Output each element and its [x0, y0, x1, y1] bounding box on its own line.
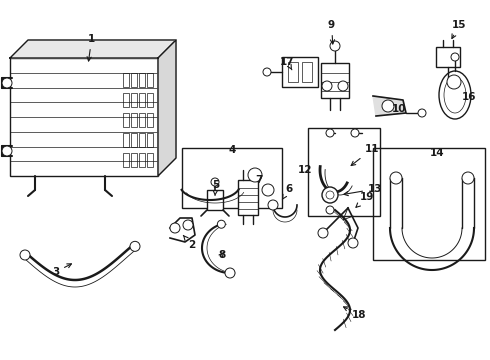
- Circle shape: [418, 109, 426, 117]
- Circle shape: [2, 146, 12, 156]
- Bar: [282, 57, 318, 87]
- Circle shape: [130, 241, 140, 251]
- Bar: [123, 93, 129, 107]
- Circle shape: [268, 200, 278, 210]
- Bar: [139, 133, 145, 147]
- Circle shape: [351, 129, 359, 137]
- Circle shape: [390, 172, 402, 184]
- Ellipse shape: [439, 71, 471, 119]
- Polygon shape: [373, 96, 406, 116]
- Circle shape: [348, 238, 358, 248]
- Bar: [139, 73, 145, 87]
- Polygon shape: [10, 40, 176, 58]
- Circle shape: [211, 178, 219, 186]
- Text: 8: 8: [218, 250, 225, 260]
- Circle shape: [322, 81, 332, 91]
- Text: 15: 15: [452, 20, 466, 39]
- Text: 19: 19: [356, 192, 374, 207]
- Circle shape: [322, 187, 338, 203]
- Bar: [131, 73, 137, 87]
- Circle shape: [451, 53, 459, 61]
- Bar: [10, 58, 158, 176]
- Bar: [182, 148, 282, 208]
- Polygon shape: [158, 40, 176, 176]
- Bar: [436, 47, 460, 67]
- Text: 13: 13: [344, 184, 383, 196]
- Text: 10: 10: [392, 104, 407, 114]
- Bar: [308, 128, 380, 216]
- Circle shape: [447, 75, 461, 89]
- Ellipse shape: [444, 77, 466, 113]
- Text: 1: 1: [87, 34, 95, 61]
- Circle shape: [263, 68, 271, 76]
- Bar: [123, 73, 129, 87]
- Bar: [147, 133, 153, 147]
- Bar: [373, 148, 485, 260]
- Text: 4: 4: [228, 145, 235, 155]
- Text: 5: 5: [212, 180, 219, 195]
- Bar: [131, 133, 137, 147]
- Bar: [123, 133, 129, 147]
- Bar: [147, 153, 153, 167]
- Bar: [131, 113, 137, 127]
- Circle shape: [225, 268, 235, 278]
- Circle shape: [326, 129, 334, 137]
- Bar: [131, 153, 137, 167]
- Text: 3: 3: [52, 264, 72, 277]
- Circle shape: [183, 220, 193, 230]
- Bar: [147, 73, 153, 87]
- Circle shape: [326, 191, 334, 199]
- Bar: [147, 113, 153, 127]
- Circle shape: [382, 100, 394, 112]
- Bar: [123, 153, 129, 167]
- Bar: [302, 62, 312, 82]
- Circle shape: [248, 168, 262, 182]
- Circle shape: [318, 228, 328, 238]
- Text: 9: 9: [328, 20, 335, 44]
- Circle shape: [330, 41, 340, 51]
- Bar: [131, 93, 137, 107]
- Circle shape: [170, 223, 180, 233]
- Circle shape: [338, 81, 348, 91]
- Bar: [147, 93, 153, 107]
- Text: 18: 18: [343, 307, 367, 320]
- Text: 17: 17: [280, 57, 294, 70]
- Bar: [238, 180, 258, 215]
- Text: 6: 6: [282, 184, 292, 199]
- Circle shape: [326, 206, 334, 214]
- Bar: [139, 93, 145, 107]
- Text: 12: 12: [298, 165, 313, 175]
- Text: 16: 16: [462, 92, 476, 102]
- Bar: [288, 62, 298, 82]
- Circle shape: [262, 184, 274, 196]
- Bar: [123, 113, 129, 127]
- Text: 11: 11: [351, 144, 379, 166]
- Text: 2: 2: [183, 235, 195, 250]
- Circle shape: [2, 78, 12, 88]
- Bar: [139, 113, 145, 127]
- Circle shape: [462, 172, 474, 184]
- Circle shape: [20, 250, 30, 260]
- Bar: [207, 190, 223, 210]
- Circle shape: [218, 220, 225, 228]
- Bar: [321, 63, 349, 98]
- Text: 14: 14: [430, 148, 444, 158]
- Text: 7: 7: [255, 175, 262, 185]
- Bar: [139, 153, 145, 167]
